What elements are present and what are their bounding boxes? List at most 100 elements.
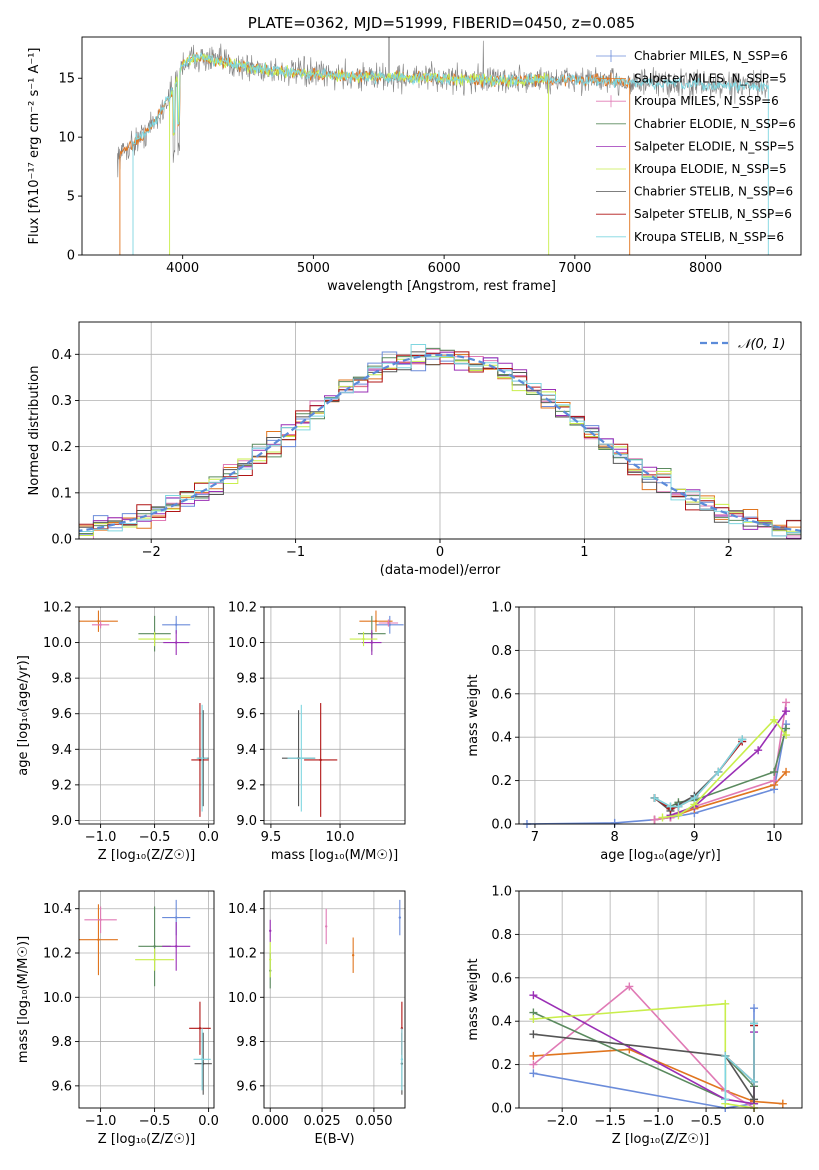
y-tick-label: 0.4	[51, 348, 72, 363]
plus-marker	[721, 1051, 730, 1060]
y-tick-label: 0.1	[51, 486, 72, 501]
legend-label: Chabrier ELODIE, N_SSP=6	[634, 117, 796, 131]
y-tick-label: 9.6	[51, 707, 72, 722]
x-tick-label: 0.0	[198, 830, 219, 845]
plus-marker	[782, 731, 791, 740]
x-tick-label: 9	[690, 830, 698, 845]
x-tick-label: 7	[531, 830, 539, 845]
x-tick-label: −1.0	[642, 1114, 674, 1129]
y-tick-label: 9.0	[51, 814, 72, 829]
data-point	[400, 1058, 404, 1061]
plus-marker	[770, 767, 779, 776]
y-tick-label: 0.6	[491, 687, 512, 702]
y-tick-label: 0.2	[51, 440, 72, 455]
y-tick-label: 9.2	[236, 778, 257, 793]
x-tick-label: 8000	[689, 261, 722, 276]
x-tick-label: 0	[436, 545, 444, 560]
chart-title: PLATE=0362, MJD=51999, FIBERID=0450, z=0…	[248, 14, 635, 32]
y-tick-label: 10.2	[43, 601, 72, 616]
y-tick-label: 0.0	[491, 818, 512, 833]
data-point	[269, 929, 272, 933]
x-tick-label: −2	[142, 545, 161, 560]
y-tick-label: 0.6	[491, 971, 512, 986]
model-spectrum-kroupa_stelib	[132, 51, 769, 255]
legend-label: Salpeter STELIB, N_SSP=6	[634, 207, 792, 221]
axes-frame	[263, 890, 406, 1109]
y-tick-label: 0.3	[51, 394, 72, 409]
axes-frame	[263, 606, 406, 825]
y-tick-label: 10.0	[228, 636, 257, 651]
spectrum-group	[117, 37, 769, 255]
plus-marker	[782, 698, 791, 707]
plus-marker	[529, 1015, 538, 1024]
y-tick-label: 0.4	[491, 1015, 512, 1030]
x-tick-label: −0.5	[690, 1114, 722, 1129]
y-tick-label: 15	[58, 72, 75, 87]
data-point	[153, 958, 156, 961]
plus-marker	[529, 991, 538, 1000]
plus-marker	[750, 1077, 759, 1086]
x-axis-label: (data-model)/error	[380, 563, 501, 578]
x-axis-label: wavelength [Angstrom, rest frame]	[327, 279, 556, 294]
legend-label: Chabrier MILES, N_SSP=6	[634, 49, 788, 63]
legend-label: Kroupa ELODIE, N_SSP=5	[634, 162, 787, 176]
y-tick-label: 10.2	[228, 947, 257, 962]
y-tick-label: 1.0	[491, 601, 512, 616]
series-line-kroupa_stelib	[654, 738, 743, 808]
plus-marker	[738, 735, 747, 744]
data-point	[175, 641, 178, 644]
y-tick-label: 0.0	[51, 533, 72, 548]
data-point	[319, 758, 322, 762]
data-point	[300, 756, 303, 760]
y-tick-label: 10	[58, 131, 75, 146]
legend-label: Kroupa MILES, N_SSP=6	[634, 94, 779, 108]
y-tick-label: 0.2	[491, 1058, 512, 1073]
axes-frame	[78, 890, 215, 1109]
y-tick-label: 0	[67, 249, 75, 264]
data-point	[198, 1027, 202, 1030]
plus-marker	[650, 793, 659, 802]
x-tick-label: 8	[611, 830, 619, 845]
y-tick-label: 0.2	[491, 774, 512, 789]
plus-marker	[770, 715, 779, 724]
plus-marker	[674, 802, 683, 811]
y-tick-label: 10.4	[228, 902, 257, 917]
plus-marker	[778, 1099, 787, 1108]
plus-marker	[650, 815, 659, 824]
plus-marker	[529, 1051, 538, 1060]
plus-marker	[782, 707, 791, 716]
x-axis-label: E(B-V)	[314, 1132, 354, 1147]
y-axis-label: mass [log₁₀(M/M☉)]	[16, 936, 31, 1063]
y-tick-label: 9.8	[236, 672, 257, 687]
x-tick-label: 10	[766, 830, 783, 845]
x-tick-label: 2	[725, 545, 733, 560]
legend-label: 𝒩(0, 1)	[738, 337, 785, 352]
data-point	[198, 758, 202, 762]
plus-marker	[770, 776, 779, 785]
data-point	[99, 623, 102, 626]
plus-marker	[782, 767, 791, 776]
y-tick-label: 9.4	[51, 743, 72, 758]
data-point	[388, 623, 391, 626]
x-axis-label: mass [log₁₀(M/M☉)]	[271, 848, 398, 863]
data-point	[175, 945, 178, 948]
plus-marker	[658, 813, 667, 822]
plus-marker	[750, 1019, 759, 1028]
x-axis-label: Z [log₁₀(Z/Z☉)]	[612, 1132, 709, 1147]
data-point	[398, 916, 402, 919]
y-axis-label: mass weight	[466, 958, 481, 1040]
data-point	[362, 637, 365, 641]
x-tick-label: 9.5	[261, 830, 282, 845]
y-tick-label: 10.2	[228, 601, 257, 616]
y-tick-label: 9.2	[51, 778, 72, 793]
y-tick-label: 9.6	[51, 1079, 72, 1094]
x-axis-label: Z [log₁₀(Z/Z☉)]	[98, 848, 195, 863]
legend-label: Salpeter ELODIE, N_SSP=5	[634, 139, 795, 153]
y-tick-label: 10.0	[43, 991, 72, 1006]
plus-marker	[529, 1030, 538, 1039]
legend-label: Chabrier STELIB, N_SSP=6	[634, 185, 793, 199]
legend-label: Kroupa STELIB, N_SSP=6	[634, 230, 784, 244]
plus-marker	[754, 746, 763, 755]
axes-frame	[81, 36, 802, 256]
